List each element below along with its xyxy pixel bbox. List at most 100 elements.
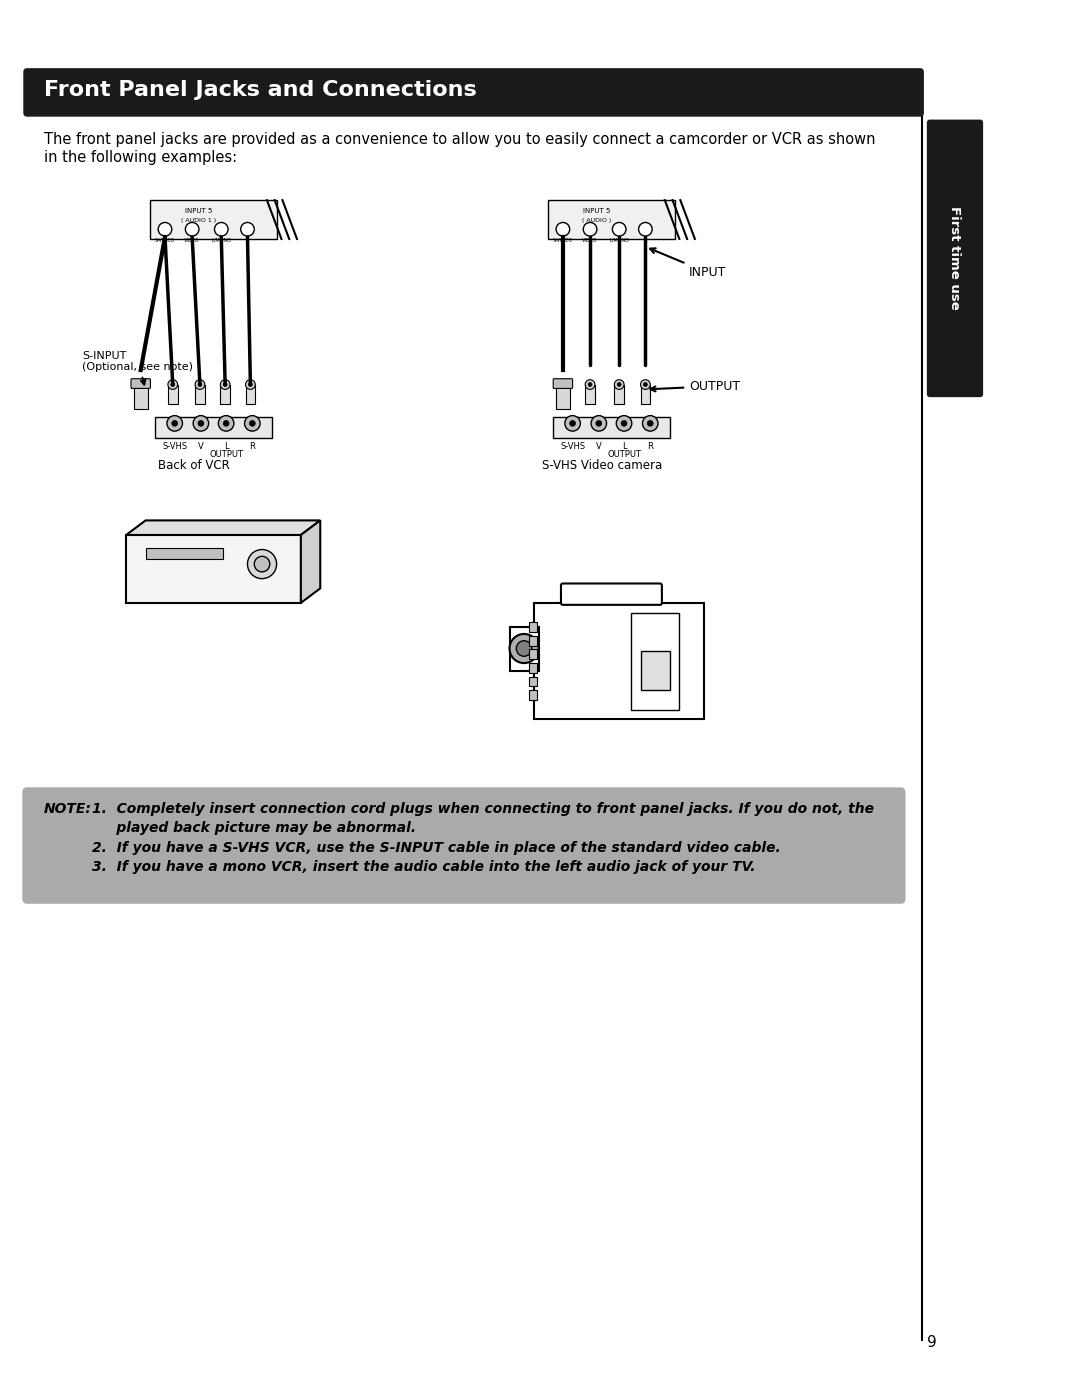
Bar [150, 200, 276, 239]
Bar [534, 604, 703, 719]
Bar [529, 664, 537, 673]
Circle shape [249, 420, 255, 426]
Circle shape [195, 380, 205, 390]
Circle shape [556, 222, 569, 236]
Text: Front Panel Jacks and Connections: Front Panel Jacks and Connections [43, 81, 476, 101]
Text: OUTPUT: OUTPUT [650, 380, 740, 393]
Polygon shape [126, 521, 321, 535]
Bar [529, 690, 537, 700]
Text: V: V [596, 441, 602, 451]
Circle shape [643, 415, 658, 432]
Circle shape [617, 415, 632, 432]
Circle shape [171, 383, 175, 387]
Circle shape [596, 420, 602, 426]
Text: L/MONO: L/MONO [609, 237, 630, 243]
Circle shape [510, 634, 539, 664]
Bar [585, 384, 595, 404]
Bar [615, 384, 624, 404]
Bar [553, 416, 670, 437]
Circle shape [241, 222, 254, 236]
Text: The front panel jacks are provided as a convenience to allow you to easily conne: The front panel jacks are provided as a … [43, 133, 875, 165]
Circle shape [615, 380, 624, 390]
Text: First time use: First time use [948, 207, 961, 310]
Text: L: L [622, 441, 626, 451]
Circle shape [621, 420, 627, 426]
Bar [529, 622, 537, 631]
Bar [167, 384, 177, 404]
Bar [245, 384, 255, 404]
Circle shape [167, 380, 177, 390]
Text: L: L [224, 441, 229, 451]
Circle shape [248, 383, 253, 387]
Bar [195, 384, 205, 404]
FancyBboxPatch shape [24, 68, 923, 117]
Text: ( AUDIO ): ( AUDIO ) [582, 218, 611, 222]
Circle shape [224, 420, 229, 426]
Bar [529, 636, 537, 645]
Circle shape [638, 222, 652, 236]
Circle shape [220, 380, 230, 390]
Circle shape [172, 420, 177, 426]
Text: Back of VCR: Back of VCR [159, 460, 230, 472]
Circle shape [591, 415, 607, 432]
Circle shape [186, 222, 199, 236]
FancyBboxPatch shape [927, 120, 983, 397]
Bar [134, 384, 148, 409]
Text: INPUT 5: INPUT 5 [186, 208, 213, 214]
Text: R: R [647, 441, 653, 451]
Circle shape [245, 380, 255, 390]
Circle shape [247, 549, 276, 578]
Bar [556, 384, 569, 409]
Circle shape [158, 222, 172, 236]
Text: L/MONO: L/MONO [212, 237, 231, 243]
Bar [156, 416, 272, 437]
Text: R: R [246, 237, 249, 243]
Text: 9: 9 [927, 1336, 936, 1350]
Bar [529, 676, 537, 686]
Bar [631, 613, 679, 710]
Circle shape [198, 383, 202, 387]
Circle shape [644, 383, 647, 387]
Text: R: R [644, 237, 647, 243]
Circle shape [618, 383, 621, 387]
FancyBboxPatch shape [23, 788, 905, 904]
Circle shape [224, 383, 227, 387]
Text: INPUT 5: INPUT 5 [583, 208, 610, 214]
Circle shape [612, 222, 626, 236]
Bar [510, 627, 539, 671]
Circle shape [589, 383, 592, 387]
Circle shape [215, 222, 228, 236]
Circle shape [193, 415, 208, 432]
FancyBboxPatch shape [553, 379, 572, 388]
Text: VIDEO: VIDEO [582, 237, 598, 243]
Bar [640, 651, 670, 690]
Text: S-VIDEO: S-VIDEO [154, 237, 175, 243]
Circle shape [167, 415, 183, 432]
Text: S-VHS: S-VHS [162, 441, 187, 451]
Text: OUTPUT: OUTPUT [607, 450, 642, 458]
Text: S-VHS Video camera: S-VHS Video camera [541, 460, 662, 472]
FancyBboxPatch shape [561, 584, 662, 605]
Text: V: V [198, 441, 204, 451]
Text: R: R [249, 441, 255, 451]
Circle shape [585, 380, 595, 390]
Text: ( AUDIO 1 ): ( AUDIO 1 ) [181, 218, 216, 222]
Bar [640, 384, 650, 404]
Circle shape [218, 415, 234, 432]
Circle shape [254, 556, 270, 571]
Text: OUTPUT: OUTPUT [210, 450, 243, 458]
Bar [549, 200, 675, 239]
Text: S-VIDEO: S-VIDEO [553, 237, 573, 243]
Circle shape [583, 222, 597, 236]
Text: NOTE:: NOTE: [43, 802, 92, 816]
Bar [529, 650, 537, 659]
Circle shape [569, 420, 576, 426]
FancyBboxPatch shape [131, 379, 150, 388]
Circle shape [647, 420, 653, 426]
Circle shape [516, 641, 531, 657]
Text: S-INPUT
(Optional, see note): S-INPUT (Optional, see note) [82, 351, 193, 384]
Text: S-VHS: S-VHS [561, 441, 585, 451]
Bar [220, 384, 230, 404]
Polygon shape [301, 521, 321, 604]
Text: 1.  Completely insert connection cord plugs when connecting to front panel jacks: 1. Completely insert connection cord plu… [92, 802, 874, 875]
